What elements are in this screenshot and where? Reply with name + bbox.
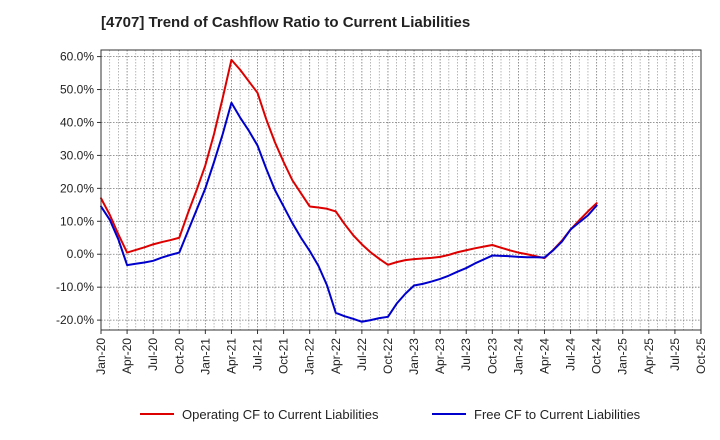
x-tick-label: Apr-20: [120, 338, 134, 374]
chart-title: [4707] Trend of Cashflow Ratio to Curren…: [101, 14, 471, 31]
y-tick-label: 10.0%: [60, 214, 94, 228]
x-tick-label: Jan-25: [616, 338, 630, 375]
x-tick-label: Jul-23: [459, 338, 473, 371]
x-tick-label: Jul-22: [355, 338, 369, 371]
x-tick-label: Oct-25: [694, 338, 708, 374]
y-tick-label: 30.0%: [60, 148, 94, 162]
y-tick-label: -10.0%: [56, 280, 94, 294]
x-tick-label: Jul-20: [146, 338, 160, 371]
x-tick-label: Oct-24: [590, 338, 604, 374]
plot-frame: [100, 49, 702, 331]
x-tick-label: Jul-21: [251, 338, 265, 371]
y-tick-label: 40.0%: [60, 115, 94, 129]
x-tick-label: Apr-22: [329, 338, 343, 374]
x-tick-label: Oct-21: [277, 338, 291, 374]
y-tick-label: -20.0%: [56, 313, 94, 327]
x-tick-label: Apr-21: [224, 338, 238, 374]
y-tick-label: 20.0%: [60, 181, 94, 195]
y-tick-label: 0.0%: [67, 247, 95, 261]
legend-label-2: Free CF to Current Liabilities: [474, 407, 641, 422]
legend-label-1: Operating CF to Current Liabilities: [182, 407, 379, 422]
x-tick-label: Oct-20: [172, 338, 186, 374]
y-tick-label: 60.0%: [60, 50, 94, 64]
x-tick-label: Jul-24: [564, 338, 578, 371]
x-tick-label: Jan-22: [303, 338, 317, 375]
series-line-2: [100, 101, 598, 323]
y-tick-label: 50.0%: [60, 83, 94, 97]
x-tick-label: Apr-23: [433, 338, 447, 374]
x-tick-label: Apr-24: [537, 338, 551, 374]
legend: Operating CF to Current Liabilities Free …: [140, 407, 641, 422]
x-tick-label: Jan-21: [198, 338, 212, 375]
series-layer: [100, 58, 598, 323]
x-axis: Jan-20 Apr-20 Jul-20 Oct-20 Jan-21 Apr-21 Jul-…: [94, 330, 708, 375]
y-axis: 60.0% 50.0% 40.0% 30.0% 20.0% 10.0% 0.0% -10.0%…: [56, 50, 101, 327]
x-tick-label: Oct-23: [485, 338, 499, 374]
grid: [100, 50, 702, 330]
x-tick-label: Jul-25: [668, 338, 682, 371]
x-tick-label: Apr-25: [642, 338, 656, 374]
series-line-1: [100, 58, 598, 266]
x-tick-label: Oct-22: [381, 338, 395, 374]
x-tick-label: Jan-23: [407, 338, 421, 375]
x-tick-label: Jan-20: [94, 338, 108, 375]
x-tick-label: Jan-24: [511, 338, 525, 375]
